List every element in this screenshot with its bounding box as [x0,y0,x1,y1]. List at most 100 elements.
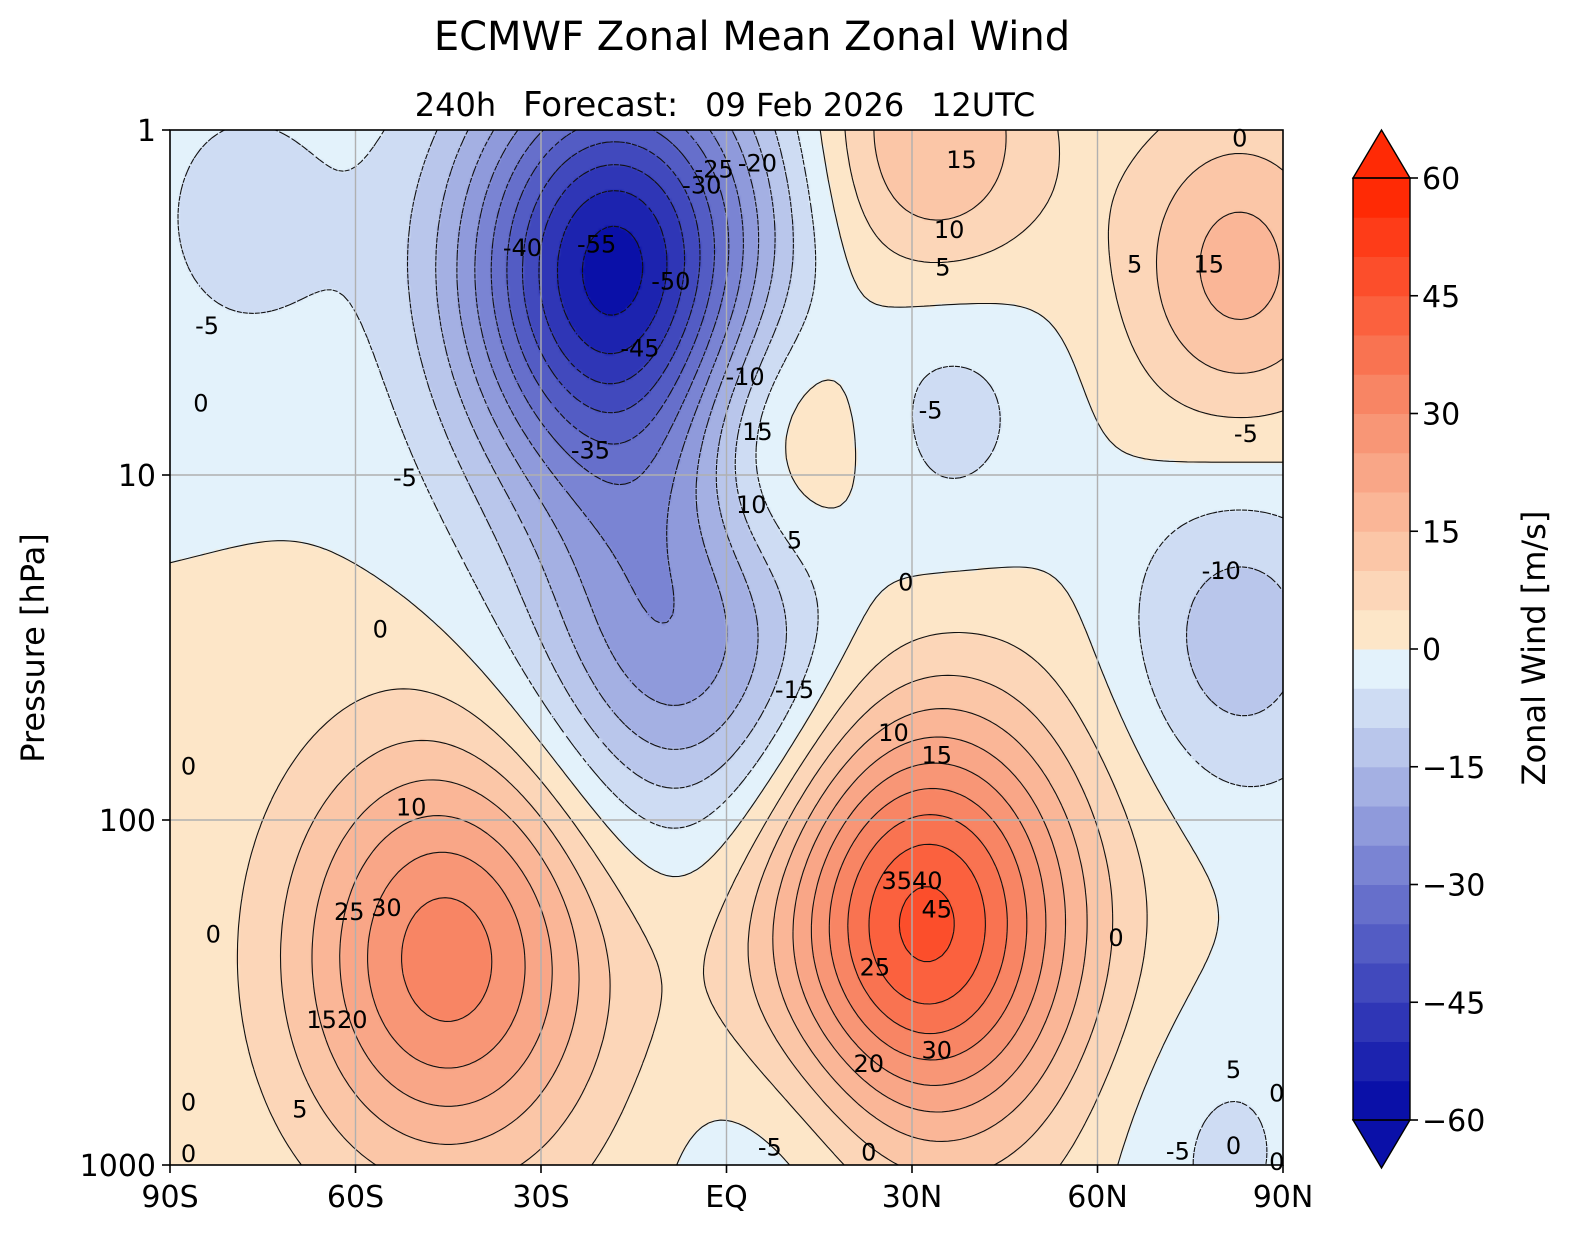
colorbar-segment [1353,1080,1410,1121]
contour-label: 0 [181,1140,196,1168]
colorbar-segment [1353,335,1410,375]
contour-label: -35 [571,437,610,465]
contour-label: 0 [193,389,208,417]
contour-line [435,130,776,750]
colorbar-segment [1353,1041,1410,1082]
x-tick-label: 90S [141,1180,198,1215]
colorbar-segment [1353,923,1410,964]
contour-label: 1520 [306,1006,367,1034]
contour-label: 45 [921,896,952,924]
colorbar-segment [1353,609,1410,650]
colorbar-segment [1353,727,1410,768]
colorbar-segment [1353,1002,1410,1042]
contour-label: 15 [742,418,773,446]
contour-label: 0 [1108,924,1123,952]
contour-line [406,130,1283,789]
contour-label: 5 [1127,250,1142,278]
colorbar-tick-label: −45 [1422,986,1485,1021]
subtitle-time: 12UTC [931,86,1035,124]
colorbar-segment [1353,492,1410,532]
contour-label: 10 [736,491,767,519]
x-tick-label: EQ [705,1180,748,1215]
colorbar-tick-label: 60 [1422,162,1460,197]
colorbar-segment [1353,845,1410,885]
contour-line [279,130,1283,1165]
contour-label: -5 [393,464,417,492]
x-tick-label: 60N [1067,1180,1128,1215]
contour-label: 0 [206,921,221,949]
colorbar-segment [1353,178,1410,218]
contour-label: -5 [758,1134,782,1162]
contour-label: -5 [919,396,943,424]
contour-label: 10 [396,794,427,822]
contour-label: 5 [292,1095,307,1123]
x-tick-label: 60S [327,1180,384,1215]
y-tick-label: 1000 [80,1149,156,1184]
colorbar-segment [1353,256,1410,297]
contour-label: -5 [1234,420,1258,448]
colorbar-segment [1353,649,1410,689]
contour-line [581,225,644,316]
x-tick-label: 30N [882,1180,943,1215]
colorbar-tick-label: 45 [1422,280,1460,315]
chart-subtitle: 240h Forecast: 09 Feb 2026 12UTC [415,85,1035,125]
contour-lines [170,130,1283,1165]
colorbar-label: Zonal Wind [m/s] [1515,511,1553,786]
y-axis-label: Pressure [hPa] [14,533,52,763]
contour-label: 15 [921,741,952,769]
colorbar-segment [1353,766,1410,807]
contour-labels: -40 -55-50-45-35-30-25 -20-10-15-5-5001025… [181,125,1285,1176]
colorbar-segment [1353,570,1410,611]
y-tick-label: 10 [118,459,156,494]
contour-line [898,886,955,963]
x-axis: 90S 60S 30S EQ 30N 60N 90N [141,1165,1313,1215]
contour-line [556,190,668,355]
contour-label: 5 [787,527,802,555]
colorbar-segment [1353,452,1410,493]
colorbar-tick-label: 0 [1422,633,1441,668]
contour-label: -15 [775,676,814,704]
chart-title: ECMWF Zonal Mean Zonal Wind [434,14,1070,60]
contour-label: -25 [695,155,734,183]
contour-label: 0 [1269,1148,1284,1176]
contour-label: 0 [898,569,913,597]
colorbar-tick-label: 15 [1422,515,1460,550]
contour-line [474,130,744,624]
contour-label: 20 [853,1050,884,1078]
y-axis: 1 10 100 1000 [80,114,170,1184]
colorbar-extend-min [1351,1119,1412,1170]
contour-label: 30 [921,1036,952,1064]
contour-label: -20 [738,149,777,177]
colorbar-tick-label: −30 [1422,869,1485,904]
y-tick-label: 1 [137,114,156,149]
subtitle-forecast-label: Forecast: [523,85,678,125]
colorbar-segment [1353,374,1410,414]
contour-label: 25 [334,898,365,926]
grid-lines [170,130,1283,1165]
contour-line [177,130,1283,1165]
contour-line [401,787,1028,1061]
x-tick-label: 30S [512,1180,569,1215]
colorbar-tick-label: −15 [1422,751,1485,786]
colorbar-segment [1353,806,1410,846]
contour-label: -45 [620,335,659,363]
contour-label: 0 [1269,1079,1284,1107]
contour-label: 25 [860,954,891,982]
y-tick-label: 100 [99,804,156,839]
contour-label: -10 [1202,557,1241,585]
contour-label: 15 [1194,250,1225,278]
colorbar-tick-label: −60 [1422,1104,1485,1139]
contour-label: 0 [1226,1132,1241,1160]
contour-label: 0 [181,753,196,781]
contour-line [170,130,1283,1165]
contour-line [311,211,1280,1145]
contour-label: 5 [1226,1056,1241,1084]
contour-label: -40 [503,234,542,262]
subtitle-forecast-hour: 240h [415,86,496,124]
contour-label: 0 [861,1139,876,1167]
contour-line [506,130,716,445]
contour-label: 3540 [881,867,942,895]
contour-label: 30 [371,894,402,922]
colorbar-tick-label: 30 [1422,398,1460,433]
